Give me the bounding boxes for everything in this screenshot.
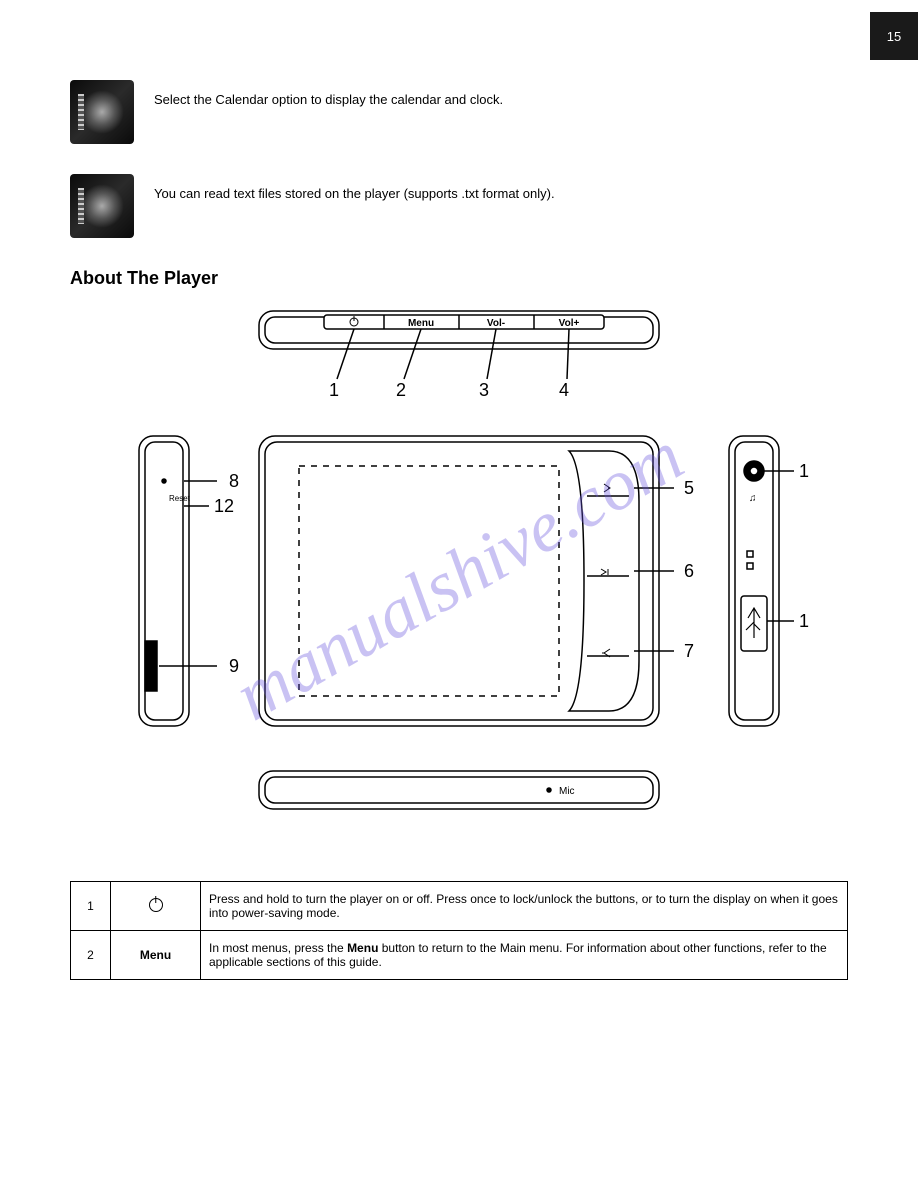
page-content: Select the Calendar option to display th…: [0, 0, 918, 1020]
svg-text:Vol-: Vol-: [487, 318, 505, 329]
svg-text:5: 5: [684, 478, 694, 498]
svg-text:Reset: Reset: [169, 494, 191, 503]
row-description: In most menus, press the Menu button to …: [201, 931, 848, 980]
calendar-section: Select the Calendar option to display th…: [70, 80, 848, 144]
svg-text:♫: ♫: [749, 493, 757, 504]
ebook-text: You can read text files stored on the pl…: [154, 174, 848, 204]
row-number: 2: [71, 931, 111, 980]
row-label: [111, 882, 201, 931]
power-icon: [149, 898, 163, 912]
ebook-icon: [70, 174, 134, 238]
calendar-text: Select the Calendar option to display th…: [154, 80, 848, 110]
ebook-section: You can read text files stored on the pl…: [70, 174, 848, 238]
svg-text:Menu: Menu: [408, 318, 434, 329]
page-number-tab: 15: [870, 12, 918, 60]
svg-text:8: 8: [229, 471, 239, 491]
svg-text:11: 11: [799, 611, 809, 631]
svg-text:Vol+: Vol+: [559, 318, 580, 329]
svg-text:Mic: Mic: [559, 786, 575, 797]
svg-text:7: 7: [684, 641, 694, 661]
section-heading: About The Player: [70, 268, 848, 289]
svg-text:2: 2: [396, 380, 406, 400]
svg-text:3: 3: [479, 380, 489, 400]
svg-text:1: 1: [329, 380, 339, 400]
page-number: 15: [887, 29, 901, 44]
svg-text:12: 12: [214, 496, 234, 516]
row-description: Press and hold to turn the player on or …: [201, 882, 848, 931]
svg-text:9: 9: [229, 656, 239, 676]
description-table: 1 Press and hold to turn the player on o…: [70, 881, 848, 980]
device-diagram: manualshive.com Menu Vol- Vol: [109, 301, 809, 851]
row-label: Menu: [111, 931, 201, 980]
table-row: 1 Press and hold to turn the player on o…: [71, 882, 848, 931]
calendar-icon: [70, 80, 134, 144]
table-row: 2 Menu In most menus, press the Menu but…: [71, 931, 848, 980]
row-number: 1: [71, 882, 111, 931]
svg-text:10: 10: [799, 461, 809, 481]
svg-text:6: 6: [684, 561, 694, 581]
svg-text:4: 4: [559, 380, 569, 400]
